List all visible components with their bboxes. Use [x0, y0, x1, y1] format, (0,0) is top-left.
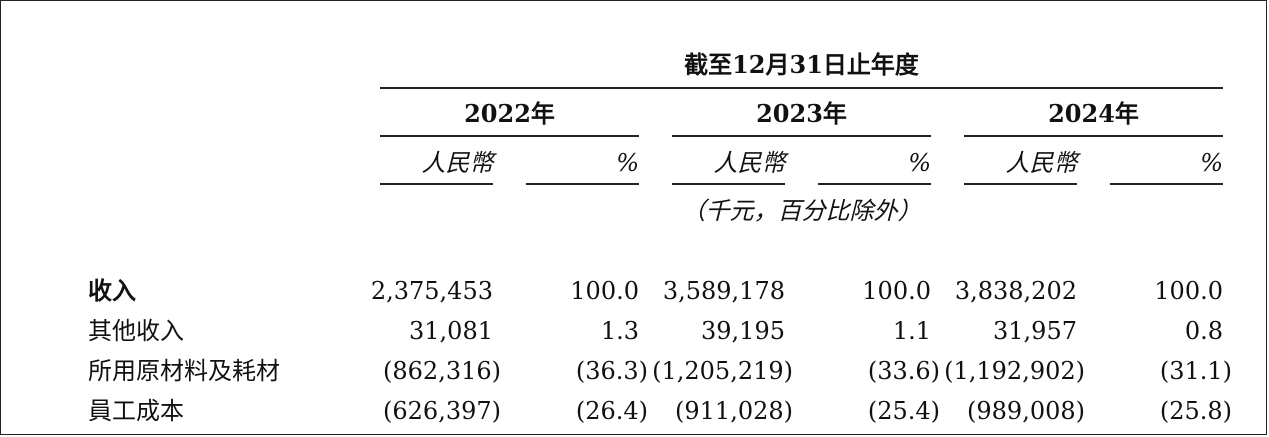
row-label: 所用原材料及耗材	[88, 357, 280, 385]
value-2022: 31,081	[409, 317, 493, 345]
table-row: 員工成本 (626,397) (26.4) (911,028) (25.4) (…	[0, 393, 1269, 429]
pct-2023: (33.6)	[867, 357, 940, 385]
rmb-rule-2023	[672, 183, 785, 185]
rmb-header-2022: 人民幣	[421, 149, 494, 177]
year-2024-rule	[964, 135, 1223, 137]
period-header: 截至12月31日止年度	[684, 50, 919, 79]
pct-2022: (36.3)	[575, 357, 648, 385]
pct-header-2022: %	[616, 149, 639, 177]
pct-2024: (31.1)	[1159, 357, 1232, 385]
year-2024-header: 2024年	[1048, 99, 1139, 128]
pct-2024: 100.0	[1154, 277, 1223, 305]
rmb-header-2024: 人民幣	[1005, 149, 1078, 177]
pct-2023: 100.0	[862, 277, 931, 305]
value-2023: (911,028)	[675, 397, 793, 425]
pct-rule-2023	[818, 183, 931, 185]
value-2022: 2,375,453	[370, 277, 493, 305]
rmb-rule-2022	[380, 183, 493, 185]
pct-header-2024: %	[1200, 149, 1223, 177]
year-2022-rule	[380, 135, 639, 137]
value-2024: 3,838,202	[954, 277, 1077, 305]
table-row: 收入 2,375,453 100.0 3,589,178 100.0 3,838…	[0, 273, 1269, 309]
value-2024: 31,957	[993, 317, 1077, 345]
year-2023-rule	[672, 135, 931, 137]
value-2023: 3,589,178	[662, 277, 785, 305]
table-row: 其他收入 31,081 1.3 39,195 1.1 31,957 0.8	[0, 313, 1269, 349]
pct-rule-2022	[526, 183, 639, 185]
pct-header-2023: %	[908, 149, 931, 177]
year-2023-header: 2023年	[756, 99, 847, 128]
row-label: 收入	[88, 276, 136, 305]
value-2024: (989,008)	[967, 397, 1085, 425]
table-row: 所用原材料及耗材 (862,316) (36.3) (1,205,219) (3…	[0, 353, 1269, 389]
value-2022: (862,316)	[383, 357, 501, 385]
row-label: 其他收入	[88, 317, 184, 345]
pct-2024: (25.8)	[1159, 397, 1232, 425]
rmb-rule-2024	[964, 183, 1077, 185]
unit-note: （千元，百分比除外）	[681, 197, 922, 225]
pct-2022: (26.4)	[575, 397, 648, 425]
pct-2023: (25.4)	[867, 397, 940, 425]
row-label: 員工成本	[88, 397, 184, 425]
rmb-header-2023: 人民幣	[713, 149, 786, 177]
pct-rule-2024	[1110, 183, 1223, 185]
pct-2023: 1.1	[892, 317, 931, 345]
period-rule	[380, 87, 1223, 89]
value-2022: (626,397)	[383, 397, 501, 425]
pct-2024: 0.8	[1184, 317, 1223, 345]
value-2023: (1,205,219)	[652, 357, 793, 385]
year-2022-header: 2022年	[464, 99, 555, 128]
pct-2022: 100.0	[570, 277, 639, 305]
value-2023: 39,195	[701, 317, 785, 345]
pct-2022: 1.3	[600, 317, 639, 345]
value-2024: (1,192,902)	[944, 357, 1085, 385]
